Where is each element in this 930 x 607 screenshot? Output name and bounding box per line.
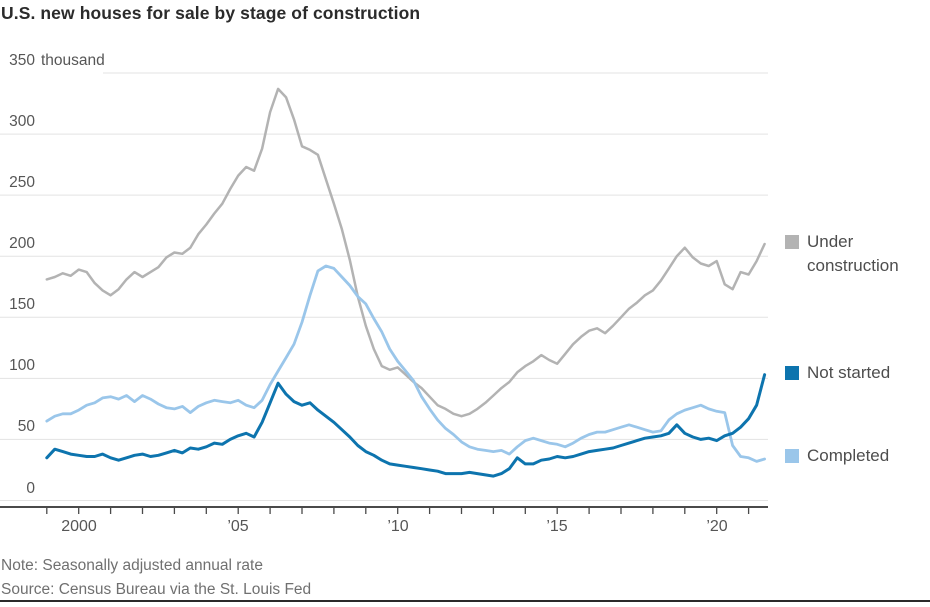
x-axis-label-2000: 2000 xyxy=(61,518,97,535)
y-axis-label-150: 150 xyxy=(9,296,35,313)
x-axis-label-2015: ’15 xyxy=(546,518,568,535)
legend-label: Not started xyxy=(807,363,891,382)
bottom-divider xyxy=(0,600,930,602)
chart-note: Note: Seasonally adjusted annual rate xyxy=(1,557,263,574)
x-axis-label-2020: ’20 xyxy=(706,518,728,535)
chart-legend: Under construction Not started Completed xyxy=(785,0,930,540)
x-axis-label-2005: ’05 xyxy=(227,518,249,535)
y-axis-label-50: 50 xyxy=(17,418,35,435)
chart-source: Source: Census Bureau via the St. Louis … xyxy=(1,581,312,598)
legend-swatch-completed xyxy=(785,449,799,463)
legend-label: Under construction xyxy=(807,232,899,275)
y-axis-label-300: 300 xyxy=(9,113,35,130)
legend-swatch-not-started xyxy=(785,366,799,380)
x-axis-label-2010: ’10 xyxy=(387,518,409,535)
legend-item-not-started: Not started xyxy=(785,361,930,385)
line-completed xyxy=(45,264,766,463)
legend-swatch-under-construction xyxy=(785,235,799,249)
line-under-construction xyxy=(45,87,766,418)
chart-title: U.S. new houses for sale by stage of con… xyxy=(1,3,421,23)
legend-item-under-construction: Under construction xyxy=(785,230,930,278)
legend-item-completed: Completed xyxy=(785,444,930,468)
y-axis-label-350: 350 xyxy=(9,52,35,69)
y-axis-label-0: 0 xyxy=(26,480,35,497)
line-not-started xyxy=(45,373,767,478)
y-axis-label-100: 100 xyxy=(9,357,35,374)
y-axis-label-200: 200 xyxy=(9,235,35,252)
y-axis-label-250: 250 xyxy=(9,174,35,191)
y-axis-unit-label: thousand xyxy=(41,52,105,69)
legend-label: Completed xyxy=(807,446,890,465)
